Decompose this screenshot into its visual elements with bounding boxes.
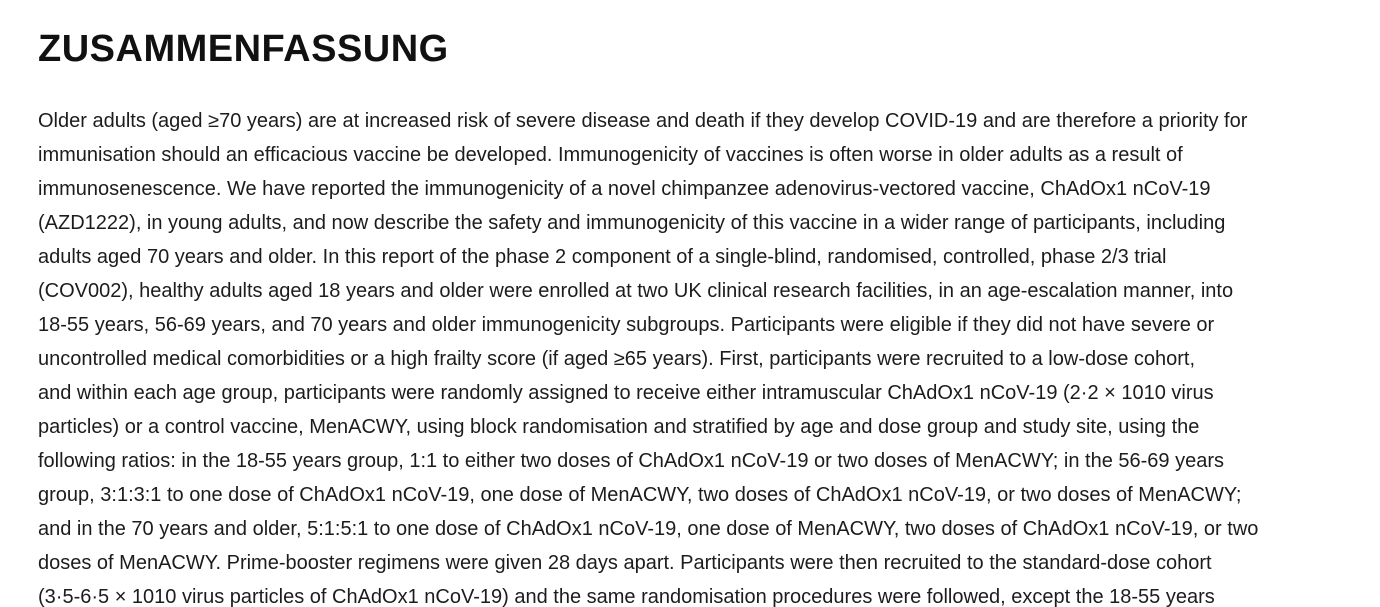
page-title: ZUSAMMENFASSUNG [38,28,449,70]
paragraph-line-5: adults aged 70 years and older. In this … [38,246,1167,268]
paragraph-line-6: (COV002), healthy adults aged 18 years a… [38,280,1234,302]
paragraph-line-15: (3·5-6·5 × 1010 virus particles of ChAdO… [38,586,1215,607]
paragraph-line-14: doses of MenACWY. Prime-booster regimens… [38,552,1212,574]
paragraph-line-7: 18-55 years, 56-69 years, and 70 years a… [38,314,1215,336]
paragraph-line-10: particles) or a control vaccine, MenACWY… [38,416,1200,438]
paragraph-line-3: immunosenescence. We have reported the i… [38,178,1211,200]
paragraph-line-4: (AZD1222), in young adults, and now desc… [38,212,1226,234]
paragraph-line-12: group, 3:1:3:1 to one dose of ChAdOx1 nC… [38,484,1242,506]
paragraph-line-9: and within each age group, participants … [38,382,1214,404]
paragraph-line-11: following ratios: in the 18-55 years gro… [38,450,1224,472]
paragraph-line-8: uncontrolled medical comorbidities or a … [38,348,1196,370]
paragraph-line-2: immunisation should an efficacious vacci… [38,144,1183,166]
paragraph-line-1: Older adults (aged ≥70 years) are at inc… [38,110,1248,132]
paragraph-line-13: and in the 70 years and older, 5:1:5:1 t… [38,518,1259,540]
abstract-paragraph: Older adults (aged ≥70 years) are at inc… [38,104,1342,607]
